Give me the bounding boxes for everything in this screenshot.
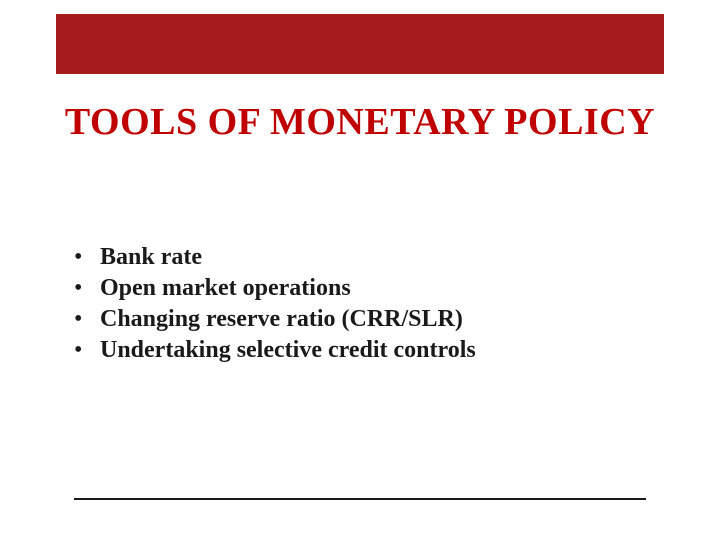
bullet-text: Changing reserve ratio (CRR/SLR) [100,306,463,333]
bullet-icon: • [74,275,100,302]
list-item: • Bank rate [74,244,660,271]
list-item: • Changing reserve ratio (CRR/SLR) [74,306,660,333]
bullet-icon: • [74,337,100,364]
list-item: • Undertaking selective credit controls [74,337,660,364]
bullet-text: Open market operations [100,275,351,302]
header-band [56,14,664,74]
bullet-text: Bank rate [100,244,202,271]
divider-line [74,498,646,500]
content-area: • Bank rate • Open market operations • C… [74,244,660,368]
bullet-icon: • [74,244,100,271]
bullet-icon: • [74,306,100,333]
bullet-list: • Bank rate • Open market operations • C… [74,244,660,364]
list-item: • Open market operations [74,275,660,302]
bullet-text: Undertaking selective credit controls [100,337,476,364]
page-title: TOOLS OF MONETARY POLICY [0,100,720,144]
